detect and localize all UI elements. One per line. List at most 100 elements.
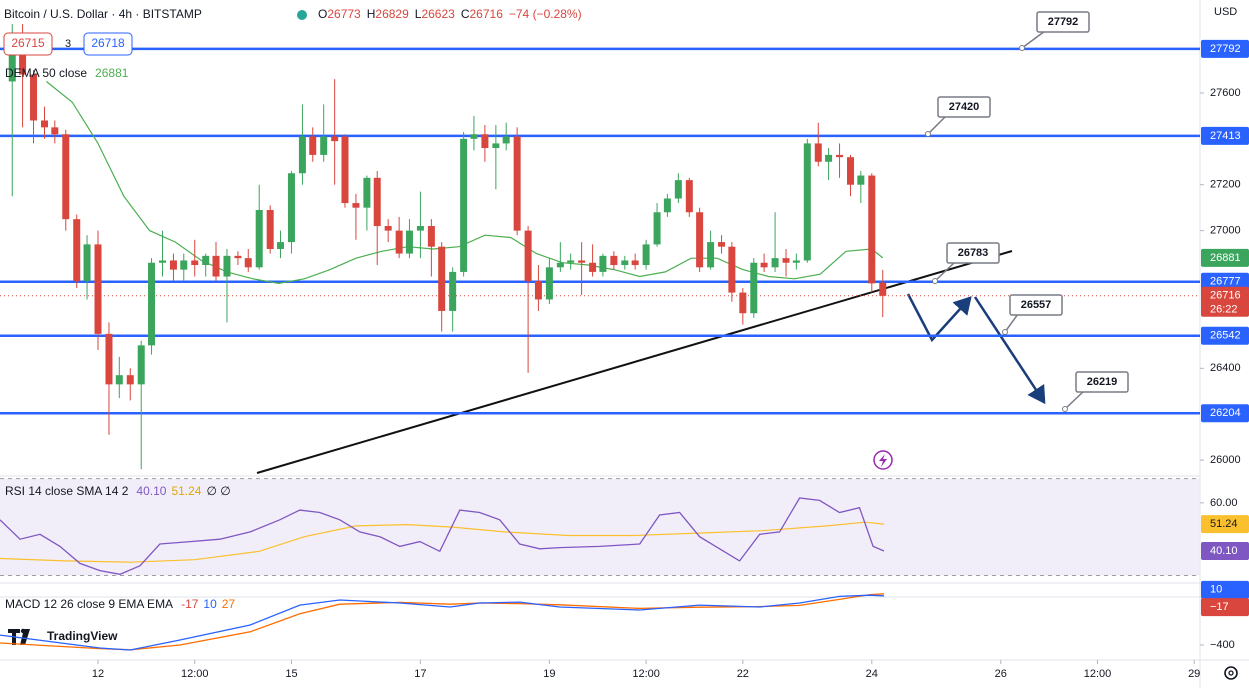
candle-body (83, 244, 91, 282)
candle-body (492, 143, 500, 149)
price-label-box (1201, 515, 1249, 534)
macd-legend-value: 27 (222, 597, 236, 611)
price-label-box (1201, 326, 1249, 345)
candle-body (40, 120, 48, 128)
y-tick-label: 27600 (1210, 87, 1241, 99)
ohlc-value: 26716 (470, 7, 504, 21)
ohlc-value: 26829 (375, 7, 409, 21)
callout-anchor (1002, 329, 1008, 335)
callout-pointer (1021, 30, 1046, 49)
price-label: 27413 (1210, 130, 1241, 142)
candle-body (803, 143, 811, 261)
x-tick-label: 12:00 (632, 668, 660, 680)
candle-body (438, 246, 446, 311)
candle-body (405, 230, 413, 254)
rsi-legend-name: RSI 14 close SMA 14 2 (5, 484, 129, 498)
y-tick-label: 26400 (1210, 362, 1241, 374)
macd-legend-value: 10 (203, 597, 217, 611)
price-label: 27792 (1210, 43, 1241, 55)
callout-box (1075, 371, 1129, 393)
callout-anchor (1062, 406, 1068, 412)
candle-body (191, 260, 199, 266)
brand-logo-dot (20, 628, 26, 634)
x-tick-label: 12:00 (181, 668, 209, 680)
candle-body (341, 136, 349, 204)
candle-body (868, 175, 876, 284)
price-label-box (1201, 542, 1249, 561)
brand-logo (8, 629, 30, 645)
candle-body (266, 209, 274, 249)
candle-body (663, 198, 671, 213)
price-label-box (1201, 126, 1249, 145)
rsi-legend-value: 40.10 (136, 484, 166, 498)
callout-box (1036, 11, 1090, 33)
callout-pointer (927, 115, 947, 135)
candle-body (309, 136, 317, 155)
ask-value: 26718 (91, 36, 125, 50)
candle-body (502, 136, 510, 144)
price-label-box (1201, 286, 1249, 317)
event-icon[interactable] (873, 450, 893, 470)
bid-value: 26715 (11, 36, 45, 50)
candle-body (449, 271, 457, 311)
x-tick-label: 22 (737, 668, 749, 680)
candle-body (331, 136, 339, 142)
y-tick-label: −400 (1210, 639, 1235, 651)
candle-body (728, 246, 736, 293)
price-label-box (1201, 272, 1249, 291)
forecast-arrow (906, 293, 972, 343)
callout-label: 26557 (1021, 299, 1052, 311)
price-label: 10 (1210, 584, 1222, 596)
x-tick-label: 19 (543, 668, 555, 680)
x-tick-label: 29 (1188, 668, 1200, 680)
callout-box (1009, 294, 1063, 316)
candle-body (771, 258, 779, 268)
callout-label: 26219 (1087, 376, 1118, 388)
price-label: 26716 (1210, 290, 1241, 302)
candle-body (126, 375, 134, 385)
candle-body (115, 375, 123, 385)
candle-body (223, 255, 231, 277)
candle-body (610, 255, 618, 266)
candle-body (73, 219, 81, 282)
candle-body (814, 143, 822, 162)
candle-body (685, 180, 693, 213)
candle-body (352, 203, 360, 208)
x-tick-label: 26 (995, 668, 1007, 680)
candle-body (460, 138, 468, 272)
callout-label: 27792 (1048, 16, 1079, 28)
callout-box (946, 242, 1000, 264)
price-label-box (1201, 598, 1249, 617)
price-label: 51.24 (1210, 518, 1238, 530)
callout-label: 26783 (958, 247, 989, 259)
ohlc-label: O (318, 7, 327, 21)
chart-title: Bitcoin / U.S. Dollar · 4h · BITSTAMP (4, 7, 202, 21)
candle-body (707, 242, 715, 268)
rsi-legend-value: 51.24 (171, 484, 201, 498)
macd-legend-value: -17 (181, 597, 199, 611)
y-tick-label: 26000 (1210, 454, 1241, 466)
candle-body (363, 177, 371, 208)
candle-body (524, 230, 532, 282)
candle-body (847, 157, 855, 185)
candle-body (373, 177, 381, 227)
candle-body (137, 345, 145, 385)
candle-body (416, 226, 424, 231)
candle-body (212, 255, 220, 277)
callout-anchor (1019, 45, 1025, 51)
settings-icon[interactable] (1224, 666, 1238, 680)
ohlc-label: L (415, 7, 422, 21)
callout-anchor (925, 131, 931, 137)
candle-body (384, 226, 392, 231)
ohlc-label: C (461, 7, 470, 21)
candle-body (8, 35, 16, 82)
dema-legend-value: 26881 (95, 66, 129, 80)
change-value: −74 (−0.28%) (509, 7, 582, 21)
price-label: 26881 (1210, 252, 1241, 264)
countdown-label: 26:22 (1210, 304, 1238, 316)
candle-body (298, 136, 306, 174)
candle-body (556, 262, 564, 268)
candle-body (760, 262, 768, 268)
